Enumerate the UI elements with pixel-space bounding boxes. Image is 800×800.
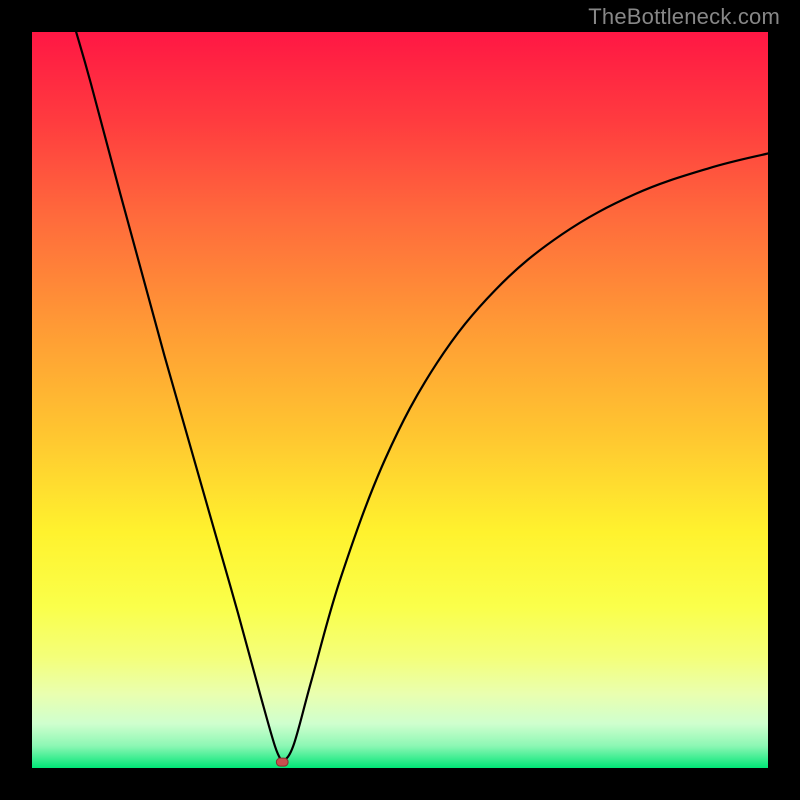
plot-area xyxy=(32,32,768,768)
minimum-marker xyxy=(276,758,288,766)
curve-left-branch xyxy=(76,32,282,762)
chart-frame: TheBottleneck.com xyxy=(0,0,800,800)
watermark-text: TheBottleneck.com xyxy=(588,4,780,30)
curve-right-branch xyxy=(282,153,768,762)
curve-layer xyxy=(32,32,768,768)
